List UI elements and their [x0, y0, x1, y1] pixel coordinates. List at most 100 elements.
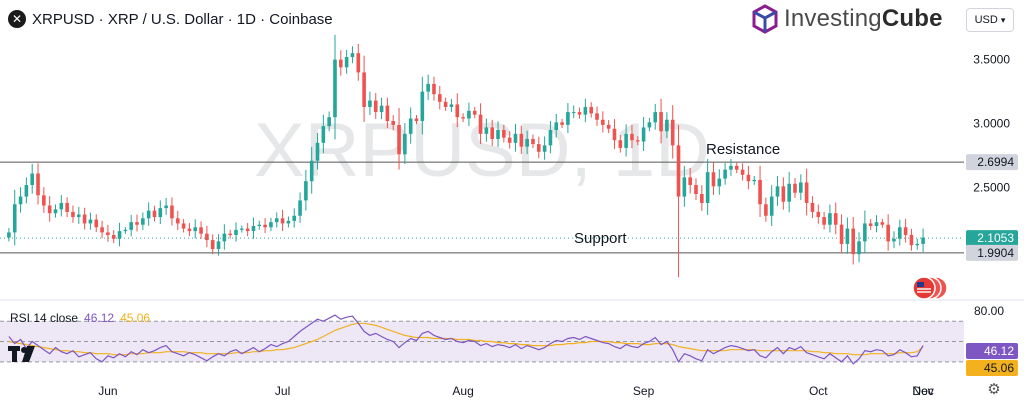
candle-body: [315, 142, 320, 161]
candle-body: [472, 110, 477, 115]
candle-body: [880, 222, 885, 225]
rsi-legend[interactable]: RSI 14 close 46.12 45.06: [10, 311, 150, 325]
candle-body: [234, 229, 238, 235]
last-price-label: 2.1053: [977, 231, 1014, 245]
time-tick-label: Sep: [633, 384, 655, 398]
candle-body: [420, 91, 425, 122]
candle-body: [688, 177, 692, 186]
candle-body: [670, 119, 675, 146]
support-label: Support: [574, 230, 627, 247]
brand-name: InvestingCube: [784, 5, 943, 32]
gear-icon[interactable]: ⚙: [987, 381, 1001, 398]
candle-body: [333, 59, 337, 118]
chart-title-text: XRPUSD · XRP / U.S. Dollar · 1D · Coinba…: [32, 10, 333, 28]
resistance-label: Resistance: [706, 141, 780, 158]
chart-title: ✕ XRPUSD · XRP / U.S. Dollar · 1D · Coin…: [8, 8, 333, 30]
candle-body: [12, 204, 17, 233]
candle-body: [321, 126, 326, 143]
candle-body: [781, 186, 786, 202]
support-resistance-lines: [0, 161, 964, 254]
candle-body: [828, 213, 832, 225]
candle-body: [344, 57, 349, 68]
candle-body: [502, 130, 506, 138]
candle-body: [257, 224, 262, 226]
candle-body: [892, 238, 896, 242]
time-tick-label: Oct: [809, 384, 828, 398]
candle-body: [845, 228, 850, 244]
candle-body: [88, 219, 93, 224]
candle-body: [851, 228, 856, 255]
candle-body: [746, 174, 751, 182]
candle-body: [723, 169, 727, 179]
candle-body: [350, 53, 355, 58]
candle-body: [274, 218, 279, 223]
candle-body: [787, 183, 791, 202]
candle-body: [595, 113, 599, 120]
candle-body: [309, 160, 314, 182]
candle-body: [909, 234, 914, 246]
candle-body: [729, 165, 733, 170]
price-axis[interactable]: 3.5000 3.0000 2.5000: [973, 53, 1010, 195]
time-tick-label: Dec: [912, 384, 933, 398]
candle-body: [30, 173, 35, 186]
candle-body: [682, 177, 687, 197]
candle-body: [531, 138, 535, 145]
candle-body: [245, 228, 250, 232]
candle-body: [397, 124, 401, 155]
rsi-band: [0, 321, 964, 362]
candle-body: [810, 202, 815, 212]
candle-body: [432, 83, 436, 95]
candle-body: [717, 178, 722, 187]
candle-body: [577, 112, 582, 115]
candle-body: [874, 222, 879, 226]
candle-body: [280, 218, 285, 224]
candlesticks: [7, 34, 925, 278]
candle-body: [82, 214, 87, 224]
candle-body: [373, 100, 378, 113]
candle-body: [228, 233, 232, 235]
candle-body: [822, 217, 826, 225]
rsi-tick-label: 80.00: [974, 304, 1004, 318]
candle-body: [467, 110, 471, 119]
candle-body: [461, 117, 465, 119]
candle-body: [554, 122, 559, 130]
candle-body: [129, 222, 133, 230]
candle-body: [24, 185, 29, 197]
candle-body: [705, 172, 710, 203]
candle-body: [403, 133, 407, 155]
candle-body: [589, 106, 593, 114]
candle-body: [175, 218, 180, 224]
candle-body: [59, 202, 64, 210]
candle-body: [339, 59, 343, 68]
candle-body: [571, 112, 576, 114]
currency-select[interactable]: USD ▾: [966, 8, 1014, 32]
candle-body: [903, 227, 908, 235]
candle-body: [740, 169, 745, 175]
candle-body: [449, 104, 454, 107]
candle-body: [251, 226, 256, 232]
time-tick-label: Jul: [275, 384, 290, 398]
candle-body: [269, 222, 273, 228]
candle-body: [210, 240, 215, 250]
candle-body: [606, 124, 611, 129]
candle-body: [618, 140, 623, 148]
candle-body: [368, 100, 372, 107]
candle-body: [94, 219, 99, 228]
currency-value: USD: [974, 14, 998, 26]
candle-body: [106, 232, 110, 235]
us-flag-icon: [912, 276, 948, 300]
candle-body: [752, 179, 757, 182]
candle-body: [601, 119, 605, 125]
rsi-line: [8, 314, 924, 365]
rsi-panel[interactable]: 80.00: [0, 304, 1004, 365]
candle-body: [513, 133, 518, 143]
candle-body: [734, 165, 739, 170]
candle-body: [665, 119, 669, 132]
candle-body: [542, 145, 547, 152]
candle-body: [857, 241, 861, 255]
candle-body: [298, 200, 302, 216]
time-tick-label: Aug: [452, 384, 473, 398]
candle-body: [222, 233, 227, 242]
